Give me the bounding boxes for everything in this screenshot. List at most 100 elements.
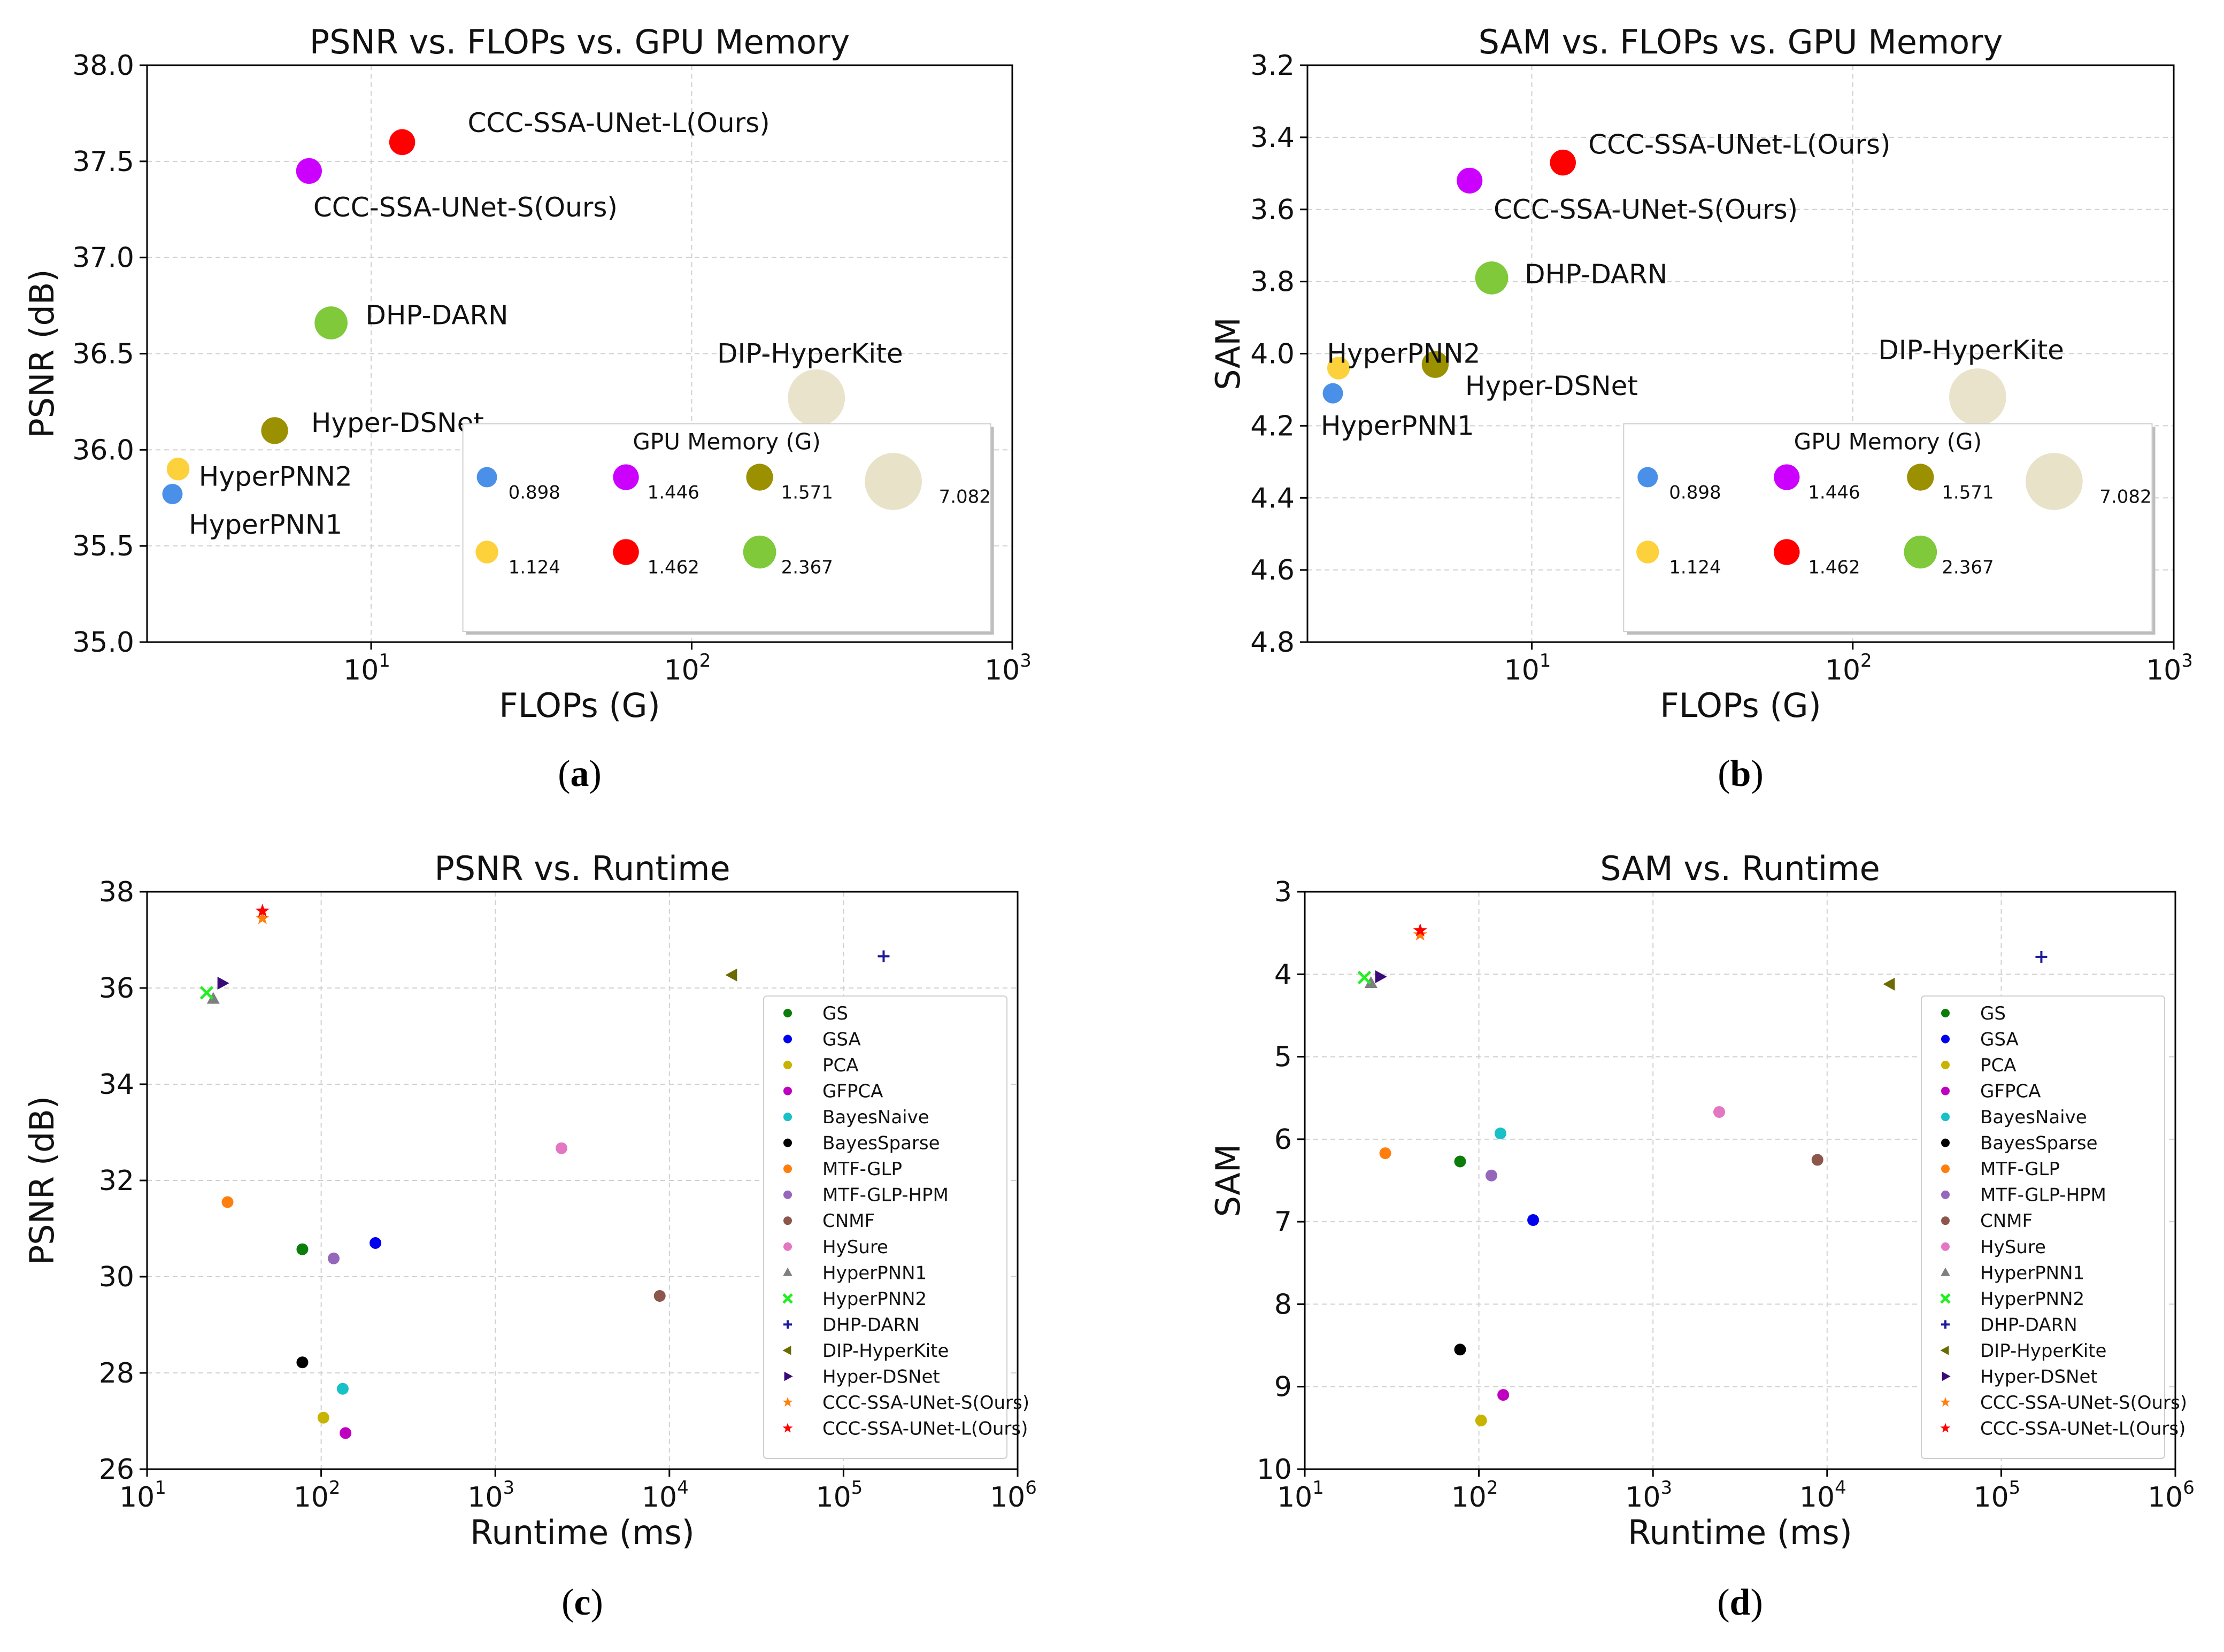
point-ccc-ssa-unet-l-ours	[1550, 149, 1576, 176]
legend-title: GPU Memory (G)	[633, 429, 820, 455]
point-gfpca	[1497, 1389, 1510, 1401]
legend-box	[1921, 995, 2165, 1459]
point-dip-hyperkite	[725, 968, 737, 982]
point-hyperpnn1	[1322, 383, 1343, 404]
y-tick-label: 36.5	[72, 338, 134, 370]
point-dip-hyperkite	[788, 369, 845, 427]
x-tick-label: 102	[1451, 1477, 1498, 1514]
point-ccc-ssa-unet-s-ours	[296, 158, 322, 184]
point-ccc-ssa-unet-l-ours	[389, 129, 415, 156]
legend-title: GPU Memory (G)	[1794, 429, 1982, 455]
y-tick-label: 8	[1274, 1288, 1292, 1321]
legend-label: CNMF	[822, 1210, 875, 1232]
legend-label: 0.898	[1669, 482, 1721, 504]
y-axis-label: PSNR (dB)	[22, 1096, 61, 1265]
point-annotation: HyperPNN1	[189, 510, 342, 541]
x-tick-label: 102	[1825, 650, 1872, 686]
legend-label: DIP-HyperKite	[822, 1340, 949, 1362]
legend-marker	[782, 1293, 793, 1304]
y-tick-label: 32	[99, 1165, 134, 1197]
point-ccc-ssa-unet-l-ours	[255, 904, 270, 917]
panel-a: 101 102 103 35.0 35.5 36.0 36.5 37.0 37.5 38.0 PSN…	[22, 22, 1032, 794]
legend-marker	[1941, 1113, 1950, 1122]
point-annotation: DIP-HyperKite	[1878, 335, 2064, 366]
point-pca	[1475, 1414, 1487, 1426]
legend-label: 7.082	[939, 487, 991, 508]
legend-marker	[1940, 1346, 1949, 1355]
point-gs	[1454, 1155, 1466, 1168]
panel-caption: (b)	[1718, 753, 1764, 794]
point-hysure	[1713, 1106, 1725, 1118]
point-mtf-glp	[1379, 1147, 1391, 1160]
x-tick-label: 106	[2148, 1477, 2195, 1514]
legend-marker	[783, 1267, 792, 1276]
y-tick-label: 3	[1274, 876, 1292, 908]
y-axis-label: PSNR (dB)	[22, 269, 61, 438]
legend-marker	[865, 453, 922, 510]
point-annotation: DHP-DARN	[365, 300, 508, 331]
point-hyperpnn2	[1327, 357, 1350, 380]
y-tick-label: 37.0	[72, 242, 134, 274]
x-tick-label: 102	[664, 650, 711, 686]
point-pca	[317, 1411, 329, 1424]
point-hyperpnn1	[162, 484, 183, 505]
legend-marker	[1774, 539, 1800, 565]
point-dip-hyperkite	[1883, 977, 1895, 991]
x-tick-label: 104	[642, 1477, 689, 1514]
legend-box	[1623, 423, 2153, 632]
point-hyperpnn1	[1364, 976, 1378, 989]
x-tick-label: 101	[1504, 650, 1551, 686]
y-tick-label: 4.2	[1250, 410, 1295, 442]
chart-title: SAM vs. Runtime	[1600, 849, 1880, 888]
legend-label: GFPCA	[822, 1081, 883, 1102]
legend-marker	[1941, 1138, 1950, 1147]
legend-label: CNMF	[1980, 1210, 2033, 1232]
point-hyper-dsnet	[217, 976, 229, 990]
x-axis-label: Runtime (ms)	[470, 1513, 695, 1552]
legend-marker	[1941, 1061, 1950, 1070]
y-tick-label: 4	[1274, 959, 1292, 991]
y-tick-label: 9	[1274, 1371, 1292, 1403]
legend-label: 1.462	[1808, 557, 1860, 578]
legend-marker	[1942, 1371, 1951, 1381]
point-bayesnaive	[1494, 1128, 1506, 1140]
point-bayessparse	[1454, 1344, 1466, 1356]
legend-marker	[1904, 535, 1937, 569]
legend-marker	[1940, 1423, 1951, 1433]
point-bayesnaive	[336, 1383, 349, 1395]
y-tick-label: 10	[1257, 1454, 1292, 1486]
point-ccc-ssa-unet-s-ours	[1457, 167, 1483, 194]
x-tick-label: 105	[815, 1477, 863, 1514]
legend-label: MTF-GLP	[1980, 1159, 2060, 1180]
legend-label: 0.898	[509, 482, 560, 504]
legend-marker	[782, 1346, 791, 1355]
point-hysure	[555, 1142, 567, 1154]
legend-label: GS	[1980, 1003, 2006, 1024]
point-hyperpnn2	[166, 458, 190, 481]
legend-label: HyperPNN1	[1980, 1262, 2084, 1284]
legend-marker	[783, 1113, 792, 1122]
legend-label: GFPCA	[1980, 1081, 2041, 1102]
point-bayessparse	[296, 1356, 309, 1369]
point-cnmf	[1811, 1154, 1823, 1166]
point-ccc-ssa-unet-s-ours	[255, 910, 270, 924]
legend-marker	[2025, 453, 2083, 510]
y-tick-label: 30	[99, 1261, 134, 1293]
y-axis-label: SAM	[1209, 1144, 1248, 1217]
legend-label: 1.446	[648, 482, 699, 504]
point-annotation: CCC-SSA-UNet-L(Ours)	[1588, 129, 1890, 160]
legend-marker	[783, 1216, 792, 1225]
y-tick-label: 35.0	[72, 627, 134, 659]
legend-marker	[743, 535, 776, 569]
legend-label: PCA	[1980, 1055, 2017, 1076]
x-tick-label: 105	[1973, 1477, 2020, 1514]
x-tick-label: 106	[990, 1477, 1037, 1514]
point-annotation: CCC-SSA-UNet-L(Ours)	[467, 107, 769, 138]
legend-marker	[783, 1009, 792, 1017]
legend-marker	[1941, 1216, 1950, 1225]
y-tick-label: 3.6	[1250, 194, 1295, 226]
panel-b: 101 102 103 3.2 3.4 3.6 3.8 4.0 4.2 4.4 4.6 4.8 SAM …	[1209, 22, 2193, 794]
legend-marker	[1940, 1396, 1951, 1407]
legend-label: 1.124	[509, 557, 560, 578]
x-axis-label: FLOPs (G)	[499, 686, 660, 725]
